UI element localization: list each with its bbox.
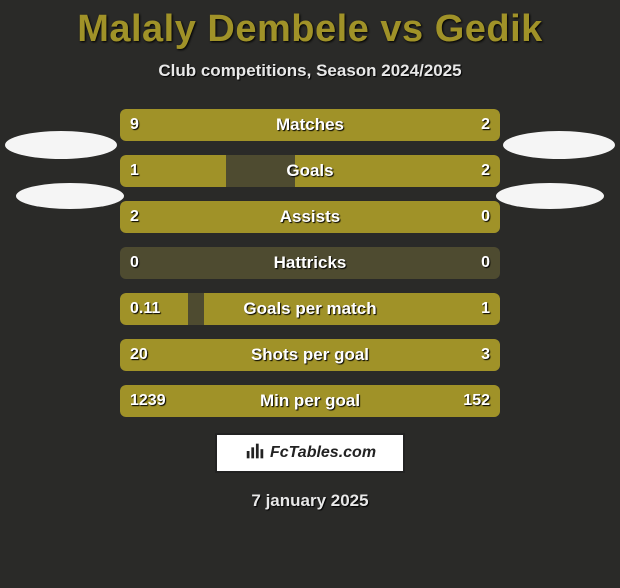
stat-bar-left (120, 293, 188, 325)
stat-row: Assists20 (120, 201, 500, 233)
stats-bars: Matches92 Goals12 Assists20 Hattricks0 0 Goal… (120, 109, 500, 417)
brand-text: FcTables.com (270, 444, 376, 462)
player-right-avatar-top (503, 131, 615, 159)
stat-bar-left (120, 339, 500, 371)
stat-row: Goals per match0.111 (120, 293, 500, 325)
stat-row: Min per goal1239152 (120, 385, 500, 417)
stat-row: Hattricks0 0 (120, 247, 500, 279)
stat-bar-left (120, 109, 394, 141)
stat-row: Matches92 (120, 109, 500, 141)
page-title: Malaly Dembele vs Gedik (0, 8, 620, 51)
stat-label: Hattricks (120, 247, 500, 279)
brand-badge: FcTables.com (215, 433, 405, 473)
stat-bar-right (204, 293, 500, 325)
stat-row: Shots per goal203 (120, 339, 500, 371)
stat-value-right: 0 (481, 247, 490, 279)
chart-icon (244, 440, 266, 467)
page-subtitle: Club competitions, Season 2024/2025 (0, 61, 620, 81)
stat-row: Goals12 (120, 155, 500, 187)
stat-bar-right (295, 155, 500, 187)
stat-bar-left (120, 201, 500, 233)
player-left-avatar-bottom (16, 183, 124, 209)
player-right-avatar-bottom (496, 183, 604, 209)
player-left-avatar-top (5, 131, 117, 159)
stat-value-left: 0 (130, 247, 139, 279)
stat-bar-left (120, 155, 226, 187)
stat-bar-right (394, 109, 500, 141)
page-date: 7 january 2025 (0, 491, 620, 511)
stat-bar-left (120, 385, 500, 417)
